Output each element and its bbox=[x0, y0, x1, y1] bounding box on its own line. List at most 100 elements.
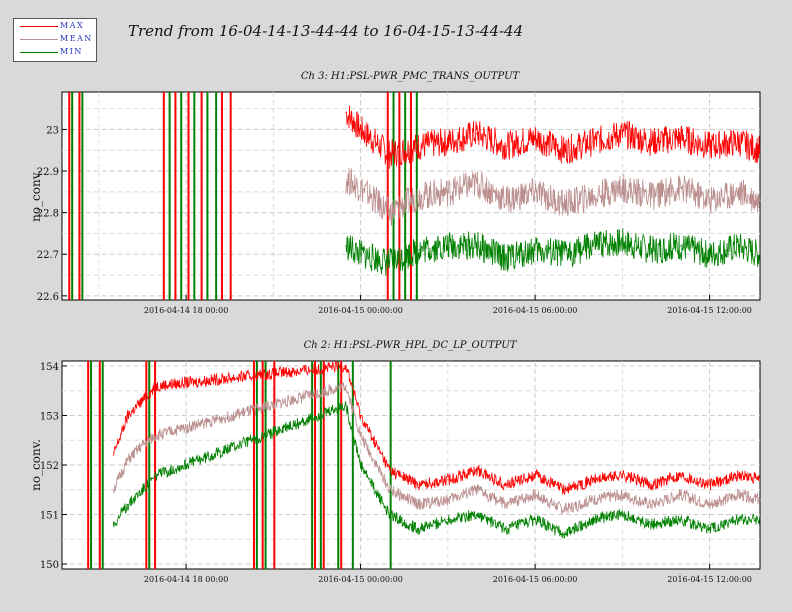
series-max-point bbox=[418, 484, 420, 486]
y-axis-label-pmc: no_conv. bbox=[29, 170, 43, 222]
series-min-point bbox=[679, 518, 682, 521]
series-mean-point bbox=[418, 195, 420, 197]
series-min-point bbox=[534, 249, 536, 251]
series-mean-point bbox=[534, 191, 536, 193]
series-max-point bbox=[621, 133, 623, 135]
y-tick-label: 151 bbox=[40, 511, 59, 522]
y-tick-label: 150 bbox=[40, 560, 59, 571]
y-tick-label: 154 bbox=[40, 362, 59, 373]
series-mean-point bbox=[592, 195, 594, 197]
series-max-point bbox=[345, 112, 347, 114]
series-max-point bbox=[534, 474, 536, 476]
x-ticks-pmc: 2016-04-14 18 00:00 2016-04-15 00:00:00 20… bbox=[144, 295, 752, 315]
series-pmc bbox=[345, 105, 761, 276]
series-max-point bbox=[650, 484, 653, 486]
series-max-point bbox=[505, 484, 507, 486]
series-mean-point bbox=[708, 199, 711, 201]
series-mean-point bbox=[156, 434, 158, 436]
series-max-point bbox=[759, 479, 761, 481]
series-max-trace bbox=[113, 361, 760, 496]
series-mean-point bbox=[592, 499, 594, 501]
series-min-point bbox=[141, 489, 144, 491]
series-max-point bbox=[650, 141, 653, 143]
series-min-point bbox=[389, 261, 391, 264]
x-tick-label: 2016-04-15 00:00:00 bbox=[318, 306, 403, 315]
x-tick-label: 2016-04-15 00:00:00 bbox=[318, 575, 403, 584]
y-ticks-hpl: 150 151 152 153 154 bbox=[40, 362, 67, 571]
series-mean-point bbox=[738, 191, 740, 193]
series-min-point bbox=[621, 513, 623, 516]
series-max-point bbox=[345, 365, 347, 367]
chart-hpl-dc-lp-output: Ch 2: H1:PSL-PWR_HPL_DC_LP_OUTPUT 150 151… bbox=[29, 340, 761, 584]
series-mean-point bbox=[505, 504, 507, 506]
series-mean-point bbox=[389, 489, 391, 491]
series-max-point bbox=[156, 385, 158, 387]
series-min bbox=[112, 401, 761, 539]
series-mean-point bbox=[650, 195, 653, 197]
series-mean-point bbox=[127, 459, 129, 461]
legend-item-mean: MEAN bbox=[14, 33, 96, 46]
series-min-point bbox=[759, 253, 761, 255]
series-min bbox=[345, 228, 761, 276]
series-min-point bbox=[476, 513, 478, 516]
x-tick-label: 2016-04-15 06:00:00 bbox=[493, 575, 578, 584]
series-min-point bbox=[418, 528, 420, 530]
y-tick-label: 23 bbox=[46, 125, 59, 136]
series-mean-point bbox=[759, 199, 761, 201]
series-mean-trace bbox=[345, 167, 760, 226]
series-min-point bbox=[505, 528, 507, 530]
series-min-point bbox=[738, 518, 740, 521]
series-min-trace bbox=[113, 401, 760, 539]
series-max-point bbox=[708, 145, 711, 147]
series-mean bbox=[112, 381, 761, 515]
series-min-point bbox=[345, 245, 347, 247]
legend-label-max: MAX bbox=[60, 21, 85, 30]
series-mean-point bbox=[679, 494, 682, 496]
series-min-point bbox=[112, 523, 114, 526]
x-tick-label: 2016-04-15 12:00:00 bbox=[667, 575, 752, 584]
legend-swatch-max bbox=[20, 26, 58, 27]
legend-label-mean: MEAN bbox=[60, 34, 93, 43]
series-min-point bbox=[127, 504, 129, 506]
series-max-point bbox=[563, 149, 565, 151]
series-mean-point bbox=[345, 385, 347, 387]
series-mean-point bbox=[359, 434, 362, 436]
y-tick-label: 22.6 bbox=[37, 292, 59, 303]
series-mean-point bbox=[563, 203, 565, 205]
series-max-point bbox=[708, 484, 711, 486]
series-mean-point bbox=[759, 499, 761, 501]
series-max-point bbox=[127, 414, 129, 417]
series-mean-point bbox=[708, 504, 711, 506]
series-min-point bbox=[592, 245, 594, 247]
series-min-point bbox=[389, 513, 391, 516]
series-mean-point bbox=[679, 187, 682, 189]
series-min-trace bbox=[345, 228, 760, 276]
series-mean-point bbox=[418, 504, 420, 506]
series-max-point bbox=[505, 145, 507, 147]
series-max-point bbox=[141, 400, 144, 402]
series-min-point bbox=[592, 518, 594, 521]
series-mean-point bbox=[112, 489, 114, 491]
series-mean-point bbox=[389, 212, 391, 214]
series-mean-point bbox=[505, 199, 507, 201]
series-mean-point bbox=[621, 187, 623, 189]
series-min-point bbox=[563, 533, 565, 535]
legend-label-min: MIN bbox=[60, 47, 83, 56]
series-min-point bbox=[505, 257, 507, 259]
series-mean-point bbox=[534, 494, 536, 496]
chart-title-hpl: Ch 2: H1:PSL-PWR_HPL_DC_LP_OUTPUT bbox=[304, 340, 518, 351]
series-mean-point bbox=[738, 494, 740, 496]
series-min-point bbox=[650, 249, 653, 251]
series-min-point bbox=[650, 523, 653, 526]
y-ticks-pmc: 22.6 22.7 22.8 22.9 23 bbox=[37, 125, 67, 303]
series-mean-point bbox=[345, 178, 347, 180]
series-max-point bbox=[759, 149, 761, 151]
series-min-point bbox=[679, 245, 682, 247]
x-ticks-hpl: 2016-04-14 18 00:00 2016-04-15 00:00:00 20… bbox=[144, 564, 752, 584]
series-min-point bbox=[359, 464, 362, 466]
x-tick-label: 2016-04-15 06:00:00 bbox=[493, 306, 578, 315]
series-min-point bbox=[447, 518, 449, 521]
series-min-point bbox=[534, 518, 536, 521]
y-tick-label: 22.8 bbox=[37, 209, 59, 220]
y-axis-label-hpl: no_conv. bbox=[29, 439, 43, 491]
